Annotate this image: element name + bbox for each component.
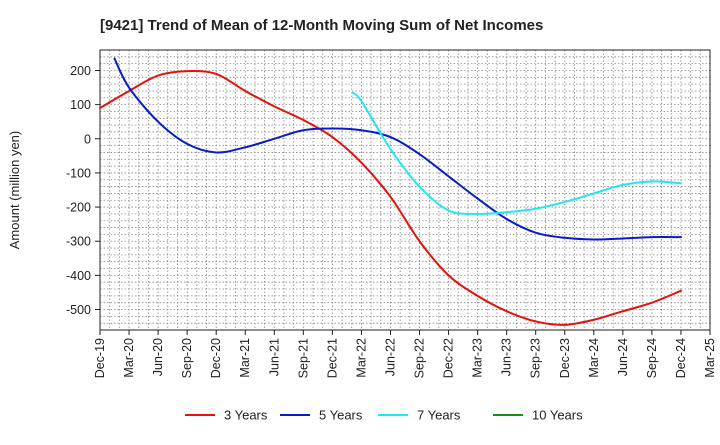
x-tick-label: Sep-20 — [180, 338, 194, 378]
x-tick-label: Jun-20 — [151, 338, 165, 376]
plot-area: 200 100 0 -100 -200 -300 -400 -500 Dec-19 Mar-20 J… — [66, 49, 717, 378]
legend-label-3-years: 3 Years — [224, 408, 268, 423]
x-tick-label: Mar-24 — [587, 338, 601, 378]
x-tick-label: Dec-24 — [674, 338, 688, 378]
y-tick-label: -500 — [66, 303, 91, 317]
x-tick-label: Dec-21 — [325, 338, 339, 378]
x-tick-label: Dec-23 — [558, 338, 572, 378]
x-tick-label: Mar-22 — [354, 338, 368, 378]
x-tick-label: Jun-23 — [500, 338, 514, 376]
legend-label-7-years: 7 Years — [417, 408, 461, 423]
chart-title: [9421] Trend of Mean of 12-Month Moving … — [100, 17, 543, 34]
x-tick-label: Sep-24 — [645, 338, 659, 378]
y-tick-label: 100 — [70, 98, 91, 112]
legend: 3 Years 5 Years 7 Years 10 Years — [185, 408, 583, 423]
y-tick-label: -200 — [66, 201, 91, 215]
x-tick-label: Jun-22 — [383, 338, 397, 376]
x-tick-label: Sep-21 — [296, 338, 310, 378]
y-tick-label: -100 — [66, 166, 91, 180]
x-tick-label: Dec-22 — [442, 338, 456, 378]
plot-frame — [99, 49, 711, 331]
series-line-7-years — [351, 91, 682, 215]
y-tick-label: -300 — [66, 235, 91, 249]
x-tick-label: Sep-23 — [529, 338, 543, 378]
x-tick-label: Mar-25 — [703, 338, 717, 378]
x-tick-label: Mar-21 — [238, 338, 252, 378]
x-tick-label: Mar-20 — [122, 338, 136, 378]
plot-background — [100, 50, 710, 330]
x-tick-label: Dec-19 — [93, 338, 107, 378]
y-tick-label: -400 — [66, 269, 91, 283]
y-tick-label: 200 — [70, 64, 91, 78]
legend-label-10-years: 10 Years — [532, 408, 583, 423]
series-line-5-years — [113, 57, 682, 241]
x-tick-label: Jun-21 — [267, 338, 281, 376]
x-tick-label: Jun-24 — [616, 338, 630, 376]
x-tick-label: Dec-20 — [209, 338, 223, 378]
x-tick-label: Mar-23 — [471, 338, 485, 378]
series-line-3-years — [99, 70, 682, 326]
y-axis-label: Amount (million yen) — [7, 131, 22, 250]
legend-label-5-years: 5 Years — [319, 408, 363, 423]
x-tick-label: Sep-22 — [413, 338, 427, 378]
y-tick-label: 0 — [84, 132, 91, 146]
